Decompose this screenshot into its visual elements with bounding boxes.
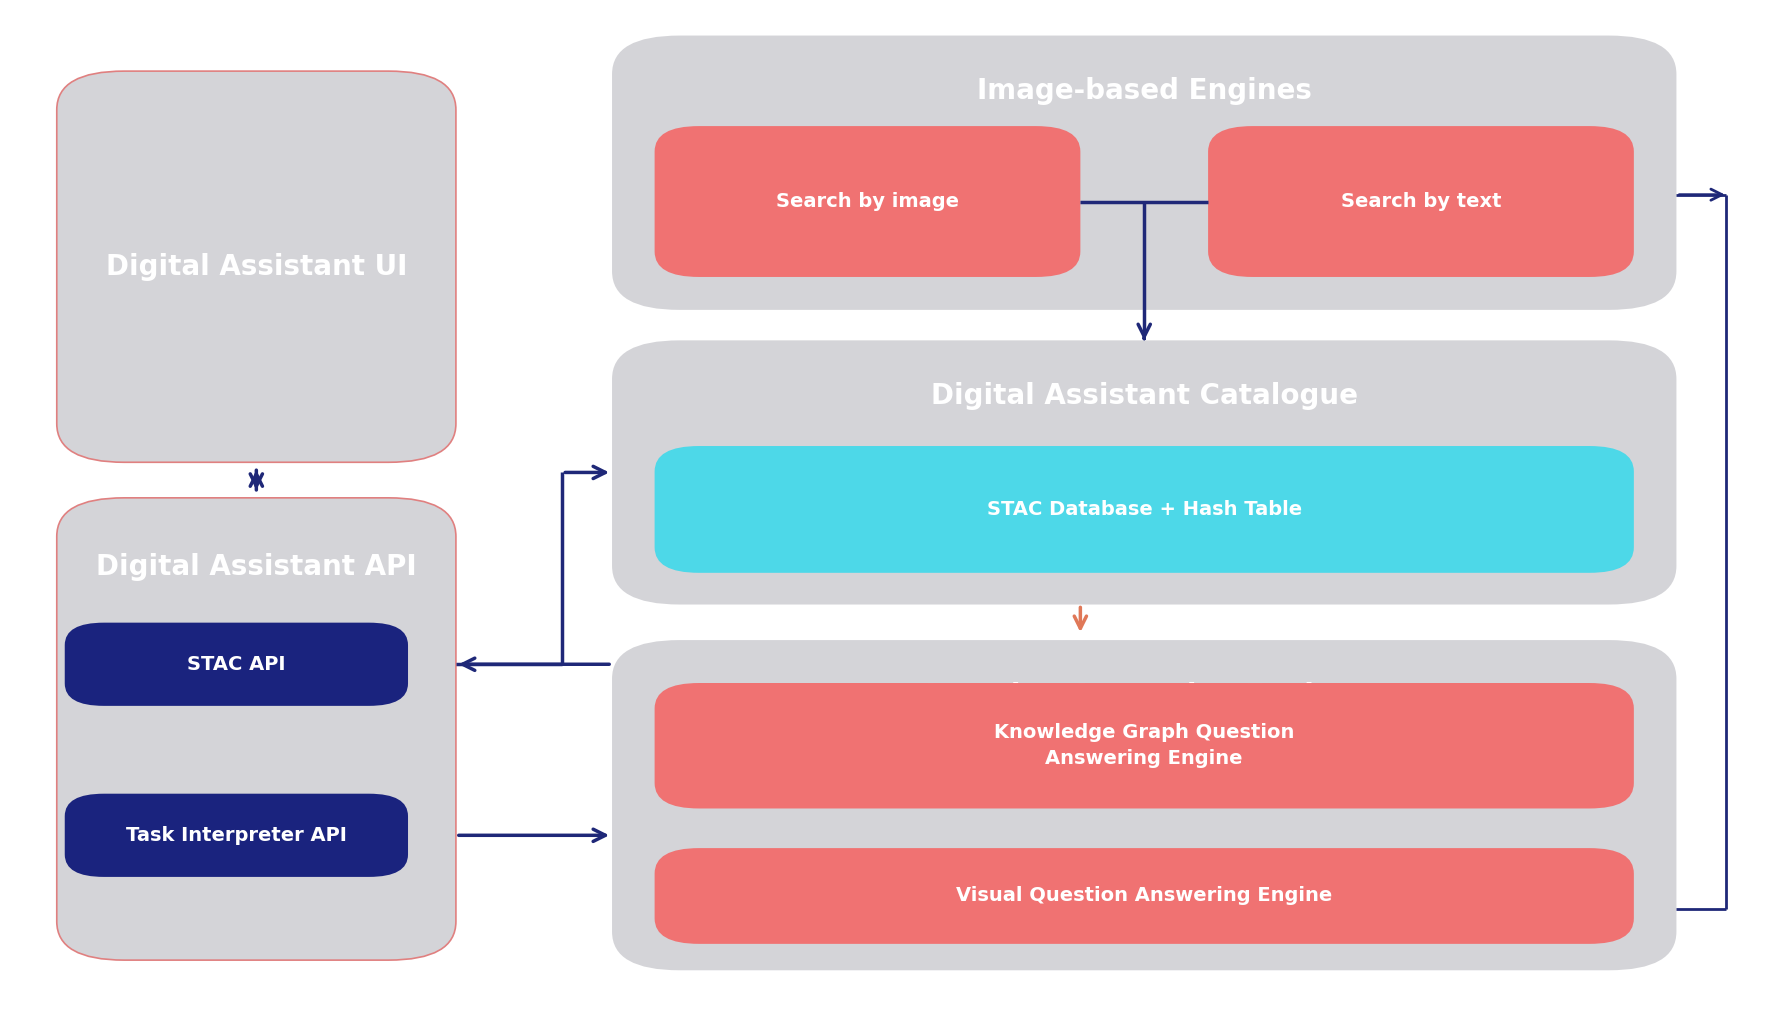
- Text: STAC API: STAC API: [186, 654, 285, 674]
- Text: Visual Question Answering Engine: Visual Question Answering Engine: [956, 887, 1332, 905]
- Text: Digital Assistant UI: Digital Assistant UI: [106, 253, 406, 280]
- Text: Task Interpreter API: Task Interpreter API: [126, 826, 348, 845]
- Text: Knowledge Graph Question
Answering Engine: Knowledge Graph Question Answering Engin…: [993, 723, 1294, 768]
- FancyBboxPatch shape: [654, 126, 1080, 277]
- FancyBboxPatch shape: [654, 446, 1633, 573]
- Text: Search by text: Search by text: [1340, 192, 1500, 211]
- Text: Search by image: Search by image: [775, 192, 959, 211]
- FancyBboxPatch shape: [57, 71, 456, 462]
- Text: STAC Database + Hash Table: STAC Database + Hash Table: [986, 500, 1301, 519]
- FancyBboxPatch shape: [57, 498, 456, 960]
- FancyBboxPatch shape: [1207, 126, 1633, 277]
- FancyBboxPatch shape: [654, 683, 1633, 809]
- FancyBboxPatch shape: [66, 623, 408, 706]
- Text: Digital Assistant Catalogue: Digital Assistant Catalogue: [931, 382, 1356, 410]
- FancyBboxPatch shape: [66, 793, 408, 877]
- Text: Digital Assistant API: Digital Assistant API: [96, 553, 417, 581]
- FancyBboxPatch shape: [612, 640, 1675, 970]
- FancyBboxPatch shape: [612, 340, 1675, 605]
- Text: Question-Answering Engines: Question-Answering Engines: [918, 682, 1369, 710]
- FancyBboxPatch shape: [654, 848, 1633, 944]
- Text: Image-based Engines: Image-based Engines: [977, 77, 1310, 106]
- FancyBboxPatch shape: [612, 36, 1675, 310]
